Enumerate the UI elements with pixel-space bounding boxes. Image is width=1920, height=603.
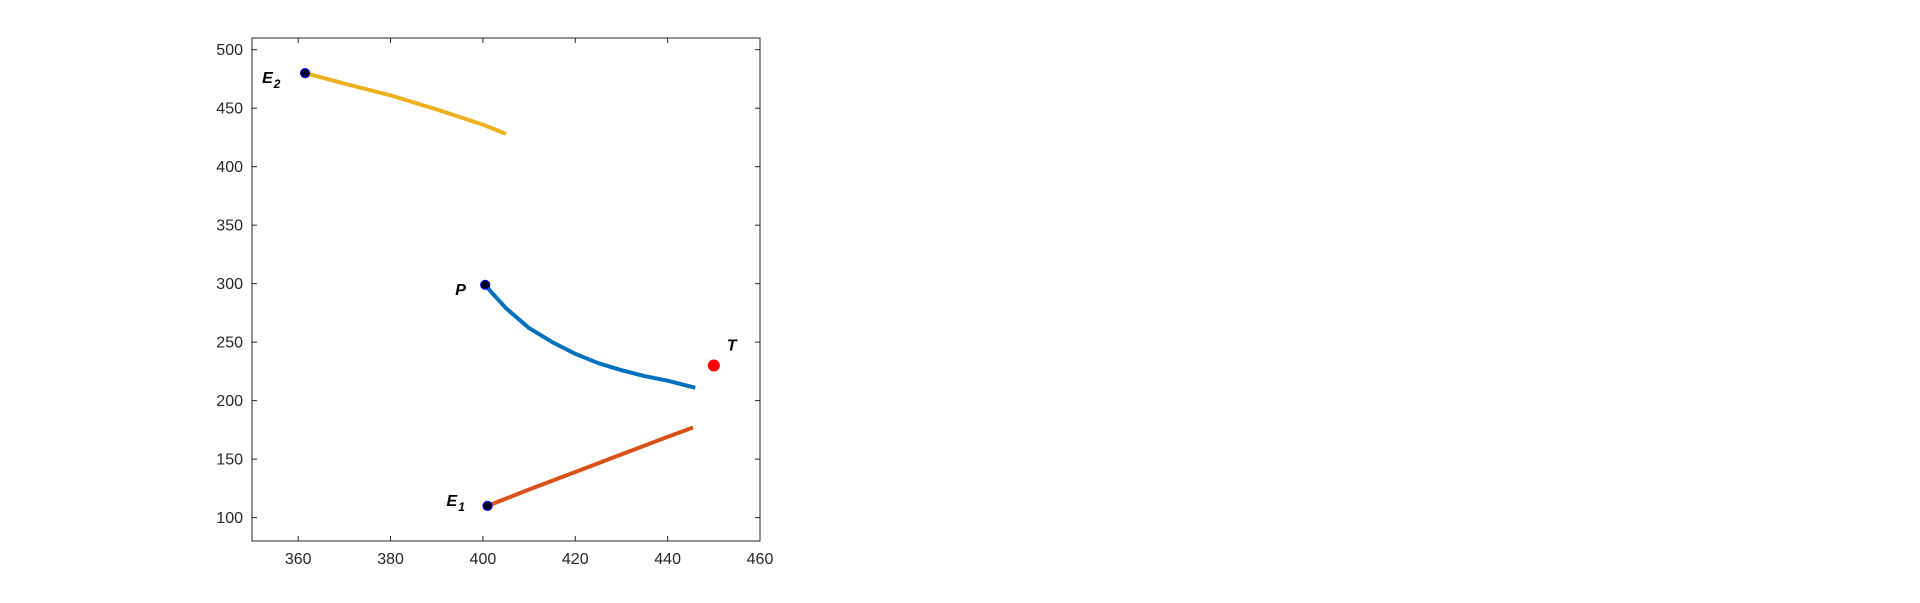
y-tick-label: 400	[216, 159, 243, 176]
y-tick-label: 450	[216, 101, 243, 118]
x-tick-label: 420	[562, 551, 589, 568]
target-point	[707, 359, 720, 372]
point-label-p: P	[455, 282, 466, 299]
series-line-1	[483, 283, 696, 390]
point-label-e2: E2	[262, 70, 281, 91]
y-tick-label: 300	[216, 276, 243, 293]
y-tick-label: 500	[216, 42, 243, 59]
series-line-2	[486, 425, 694, 508]
x-tick-label: 460	[747, 551, 774, 568]
y-tick-label: 150	[216, 452, 243, 469]
series-line-3	[304, 71, 507, 136]
start-point-2	[482, 500, 493, 512]
y-tick-label: 200	[216, 393, 243, 410]
x-tick-label: 400	[470, 551, 497, 568]
y-tick-label: 350	[216, 218, 243, 235]
plot-area: 360 380 400 420 440 460 100 150 200 250 300 350 400 4…	[216, 37, 774, 568]
y-tick-label: 250	[216, 335, 243, 352]
y-tick-label: 100	[216, 510, 243, 527]
x-tick-label: 380	[377, 551, 404, 568]
axes-box	[251, 37, 761, 542]
x-tick-label: 360	[285, 551, 312, 568]
start-point-1	[480, 279, 491, 290]
point-label-e1: E1	[447, 493, 466, 514]
start-point-3	[300, 67, 311, 79]
x-tick-label: 440	[654, 551, 681, 568]
point-label-t: T	[727, 338, 738, 355]
